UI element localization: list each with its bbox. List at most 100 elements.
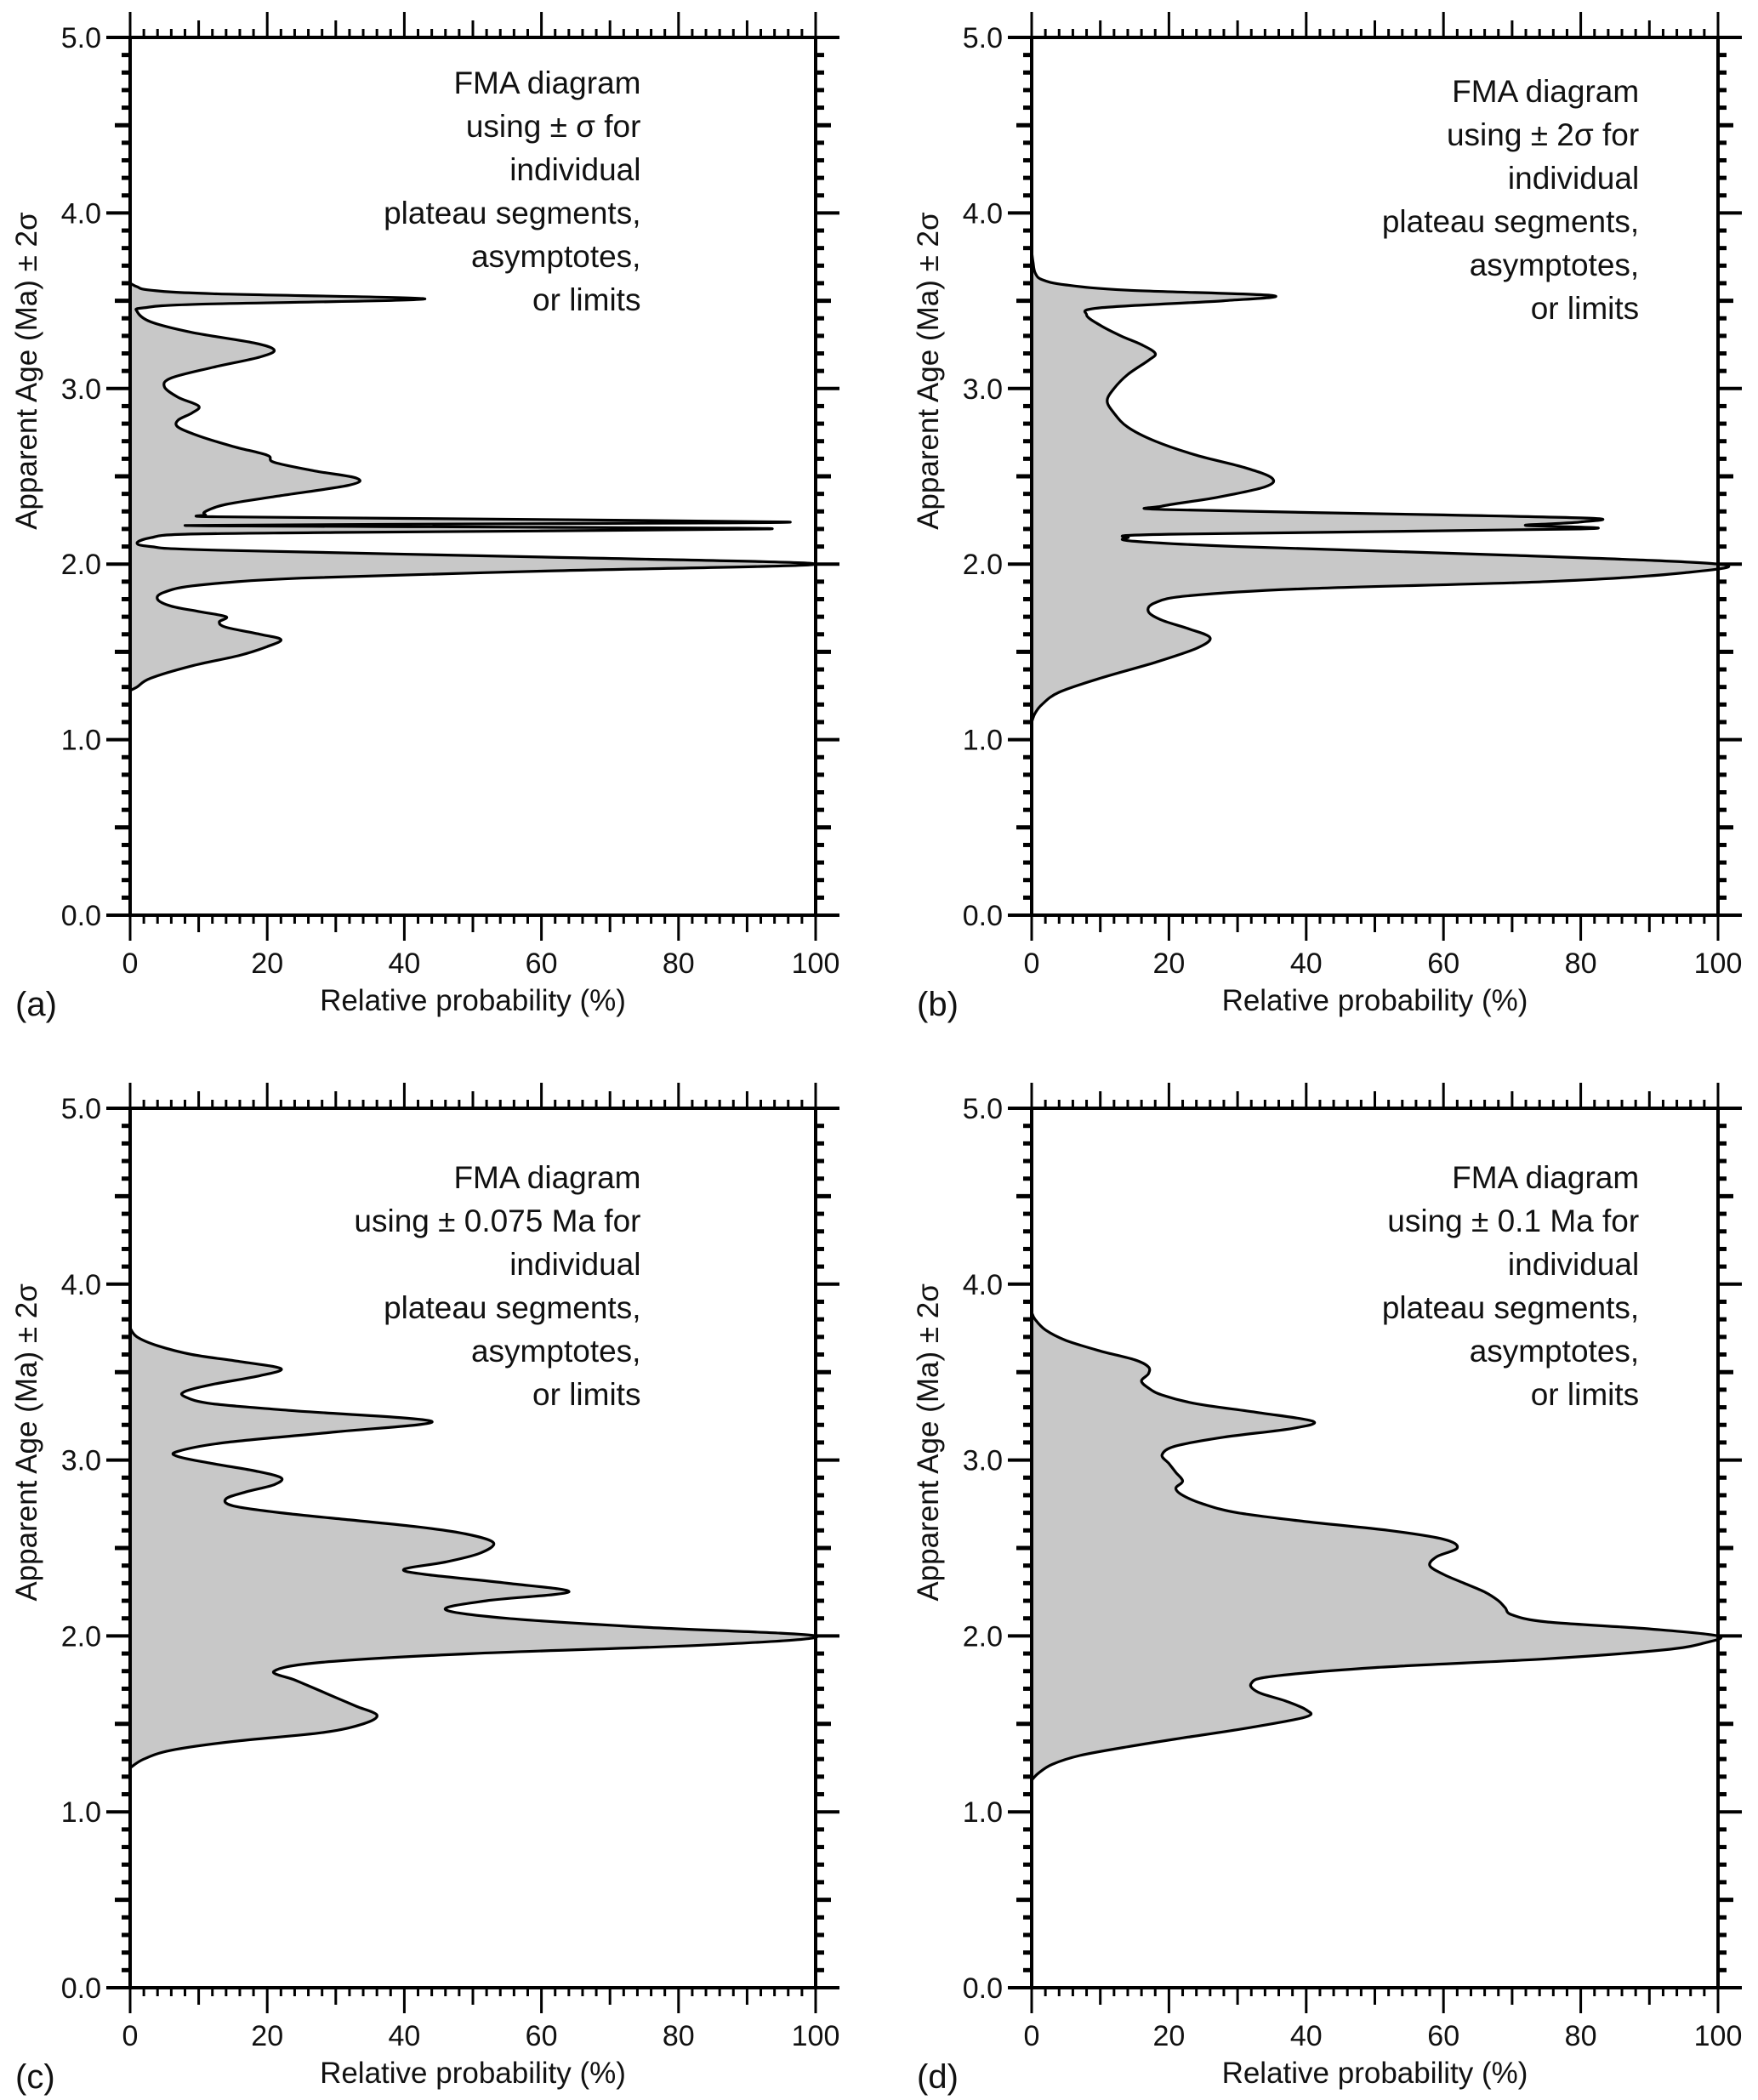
y-tick-label: 5.0 <box>963 1093 1003 1125</box>
y-tick-label: 3.0 <box>61 1445 101 1477</box>
x-axis-title: Relative probability (%) <box>1222 2057 1528 2090</box>
probability-profile-line <box>128 1327 819 1769</box>
y-tick-label: 5.0 <box>61 22 101 54</box>
y-tick-label: 1.0 <box>61 1796 101 1829</box>
x-tick-label: 40 <box>388 2020 420 2052</box>
annotation-line: using ± 0.1 Ma for <box>1387 1204 1639 1238</box>
x-tick-label: 20 <box>1152 2020 1185 2052</box>
panel-b: 0.0 1.0 2.0 3.0 4.0 5.0 0 20 40 60 80 10… <box>912 12 1742 1023</box>
y-tick-label: 4.0 <box>963 1269 1003 1301</box>
y-tick-label: 3.0 <box>963 373 1003 406</box>
axes-frame <box>1008 1083 1742 2013</box>
y-tick-label: 2.0 <box>963 549 1003 581</box>
axes-frame <box>106 1083 839 2013</box>
annotation-text: FMA diagram using ± 0.075 Ma for individ… <box>354 1160 640 1412</box>
probability-profile-line <box>129 282 817 692</box>
annotation-text: FMA diagram using ± 0.1 Ma for individua… <box>1382 1160 1639 1412</box>
annotation-line: plateau segments, <box>384 1290 640 1325</box>
x-tick-label: 80 <box>1565 948 1597 980</box>
panel-a: 0.0 1.0 2.0 3.0 4.0 5.0 0 20 40 60 80 10… <box>10 12 839 1023</box>
x-tick-labels: 0 20 40 60 80 100 <box>1024 2020 1743 2052</box>
y-tick-label: 0.0 <box>963 900 1003 932</box>
x-tick-label: 100 <box>792 948 840 980</box>
x-tick-labels: 0 20 40 60 80 100 <box>122 2020 840 2052</box>
panel-label: (a) <box>15 986 57 1023</box>
annotation-line: plateau segments, <box>1382 204 1639 239</box>
annotation-line: asymptotes, <box>471 239 640 274</box>
y-tick-label: 1.0 <box>963 1796 1003 1829</box>
probability-profile-area <box>1032 1312 1721 1780</box>
x-tick-label: 60 <box>526 948 558 980</box>
x-tick-label: 60 <box>1427 2020 1459 2052</box>
annotation-line: using ± 2σ for <box>1447 117 1639 152</box>
y-axis-title: Apparent Age (Ma) ± 2σ <box>912 1283 945 1602</box>
annotation-line: individual <box>1508 1247 1639 1282</box>
y-tick-label: 4.0 <box>963 197 1003 230</box>
y-tick-labels: 0.0 1.0 2.0 3.0 4.0 5.0 <box>963 22 1003 932</box>
annotation-line: FMA diagram <box>1452 1160 1639 1195</box>
axes-frame <box>1008 12 1742 941</box>
panel-label: (b) <box>917 986 959 1023</box>
y-axis-title: Apparent Age (Ma) ± 2σ <box>10 212 43 530</box>
panel-d: 0.0 1.0 2.0 3.0 4.0 5.0 0 20 40 60 80 10… <box>912 1083 1742 2096</box>
x-tick-label: 60 <box>526 2020 558 2052</box>
annotation-line: individual <box>509 1247 640 1282</box>
panel-label: (c) <box>15 2058 55 2096</box>
x-tick-label: 80 <box>1565 2020 1597 2052</box>
y-tick-label: 4.0 <box>61 1269 101 1301</box>
y-axis-title: Apparent Age (Ma) ± 2σ <box>10 1283 43 1602</box>
x-tick-label: 0 <box>122 2020 139 2052</box>
x-tick-label: 100 <box>1694 948 1743 980</box>
y-axis-title: Apparent Age (Ma) ± 2σ <box>912 212 945 530</box>
y-tick-label: 0.0 <box>963 1972 1003 2005</box>
y-tick-label: 3.0 <box>61 373 101 406</box>
y-tick-label: 2.0 <box>963 1620 1003 1653</box>
axes-frame <box>106 12 839 941</box>
x-tick-label: 40 <box>388 948 420 980</box>
annotation-line: FMA diagram <box>1452 74 1639 109</box>
x-axis-title: Relative probability (%) <box>320 2057 626 2090</box>
y-tick-label: 2.0 <box>61 1620 101 1653</box>
y-tick-label: 0.0 <box>61 1972 101 2005</box>
y-tick-labels: 0.0 1.0 2.0 3.0 4.0 5.0 <box>61 22 101 932</box>
y-tick-label: 0.0 <box>61 900 101 932</box>
probability-profile-line <box>1030 1312 1723 1782</box>
annotation-line: or limits <box>1531 1377 1639 1412</box>
annotation-line: asymptotes, <box>1470 248 1639 282</box>
y-tick-label: 5.0 <box>61 1093 101 1125</box>
x-tick-label: 100 <box>792 2020 840 2052</box>
y-tick-label: 4.0 <box>61 197 101 230</box>
x-tick-label: 0 <box>1024 2020 1040 2052</box>
annotation-text: FMA diagram using ± 2σ for individual pl… <box>1382 74 1639 326</box>
y-tick-labels: 0.0 1.0 2.0 3.0 4.0 5.0 <box>61 1093 101 2005</box>
x-tick-label: 0 <box>122 948 139 980</box>
y-tick-label: 2.0 <box>61 549 101 581</box>
x-tick-label: 40 <box>1290 2020 1323 2052</box>
x-tick-label: 40 <box>1290 948 1323 980</box>
x-tick-label: 80 <box>663 948 695 980</box>
annotation-line: asymptotes, <box>1470 1334 1639 1369</box>
x-tick-label: 20 <box>1152 948 1185 980</box>
annotation-line: using ± σ for <box>466 109 641 144</box>
x-tick-label: 0 <box>1024 948 1040 980</box>
y-tick-label: 3.0 <box>963 1445 1003 1477</box>
x-tick-labels: 0 20 40 60 80 100 <box>122 948 840 980</box>
y-tick-labels: 0.0 1.0 2.0 3.0 4.0 5.0 <box>963 1093 1003 2005</box>
x-tick-labels: 0 20 40 60 80 100 <box>1024 948 1743 980</box>
x-tick-label: 60 <box>1427 948 1459 980</box>
x-tick-label: 100 <box>1694 2020 1743 2052</box>
y-tick-label: 1.0 <box>61 725 101 757</box>
annotation-line: asymptotes, <box>471 1334 640 1369</box>
annotation-line: individual <box>509 152 640 187</box>
x-tick-label: 20 <box>251 948 283 980</box>
annotation-line: FMA diagram <box>453 65 640 100</box>
annotation-line: or limits <box>1531 291 1639 326</box>
annotation-line: plateau segments, <box>1382 1290 1639 1325</box>
annotation-line: individual <box>1508 161 1639 196</box>
annotation-text: FMA diagram using ± σ for individual pla… <box>384 65 640 317</box>
annotation-line: using ± 0.075 Ma for <box>354 1204 640 1238</box>
annotation-line: plateau segments, <box>384 196 640 230</box>
annotation-line: or limits <box>532 282 640 317</box>
x-tick-label: 80 <box>663 2020 695 2052</box>
